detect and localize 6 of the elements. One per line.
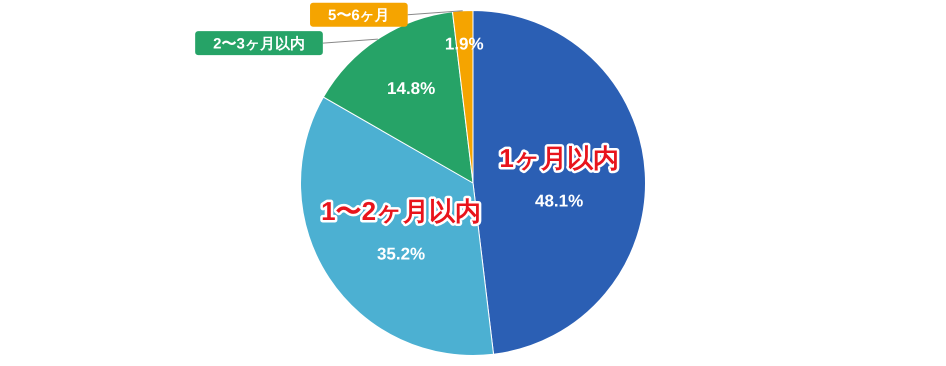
data-label: 48.1% <box>534 192 584 211</box>
slice-label: 5〜6ヶ月 <box>328 6 390 24</box>
slice-label: 2〜3ヶ月以内 <box>213 35 305 52</box>
slice-label: 1ヶ月以内 <box>499 143 619 174</box>
data-label: 14.8% <box>387 79 436 98</box>
data-label: 35.2% <box>376 244 426 264</box>
